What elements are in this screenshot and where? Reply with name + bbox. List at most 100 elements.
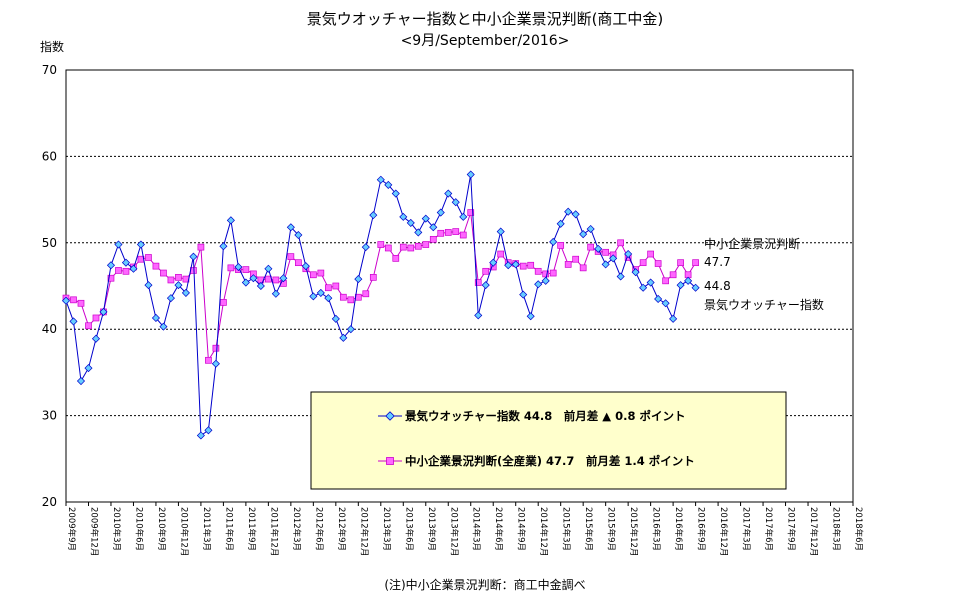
data-point-watcher-58 <box>496 227 505 236</box>
data-point-sme-52 <box>452 228 460 235</box>
data-point-sme-34 <box>317 269 325 277</box>
data-point-watcher-33 <box>309 292 318 301</box>
data-point-watcher-34 <box>316 288 325 297</box>
data-point-watcher-71 <box>594 244 603 253</box>
x-tick-label-4: 2010年9月 <box>156 507 167 551</box>
data-point-sme-20 <box>212 344 220 352</box>
x-tick-label-35: 2018年6月 <box>853 507 864 551</box>
data-point-sme-46 <box>407 244 415 252</box>
data-point-watcher-27 <box>264 264 273 273</box>
x-tick-label-3: 2010年6月 <box>133 507 144 551</box>
data-point-watcher-36 <box>331 314 340 323</box>
data-point-watcher-50 <box>436 208 445 217</box>
data-point-watcher-26 <box>256 281 265 291</box>
data-point-sme-8 <box>122 267 130 275</box>
data-point-watcher-15 <box>174 281 183 290</box>
data-point-sme-38 <box>347 296 355 304</box>
data-point-sme-15 <box>175 274 182 281</box>
data-point-sme-19 <box>205 356 212 364</box>
x-tick-label-6: 2011年3月 <box>201 507 212 551</box>
data-point-watcher-73 <box>609 254 618 263</box>
x-tick-label-1: 2009年12月 <box>88 507 99 556</box>
data-point-watcher-63 <box>534 280 543 289</box>
data-point-watcher-8 <box>121 258 130 267</box>
data-point-sme-49 <box>429 235 437 243</box>
data-point-watcher-82 <box>676 281 685 290</box>
data-point-watcher-45 <box>399 212 408 221</box>
x-tick-label-13: 2012年12月 <box>358 507 369 556</box>
legend-sme-marker <box>386 457 394 465</box>
data-point-watcher-29 <box>279 274 288 283</box>
data-point-sme-53 <box>459 231 467 239</box>
y-tick-label-50: 50 <box>42 236 57 250</box>
data-point-watcher-19 <box>204 426 213 435</box>
data-point-watcher-13 <box>159 322 168 331</box>
data-point-watcher-59 <box>504 261 513 270</box>
data-point-watcher-61 <box>519 290 528 299</box>
data-point-sme-43 <box>384 244 392 252</box>
data-point-watcher-18 <box>196 431 205 440</box>
x-tick-label-23: 2015年6月 <box>583 507 594 551</box>
data-point-watcher-10 <box>136 240 145 249</box>
data-point-watcher-69 <box>579 230 588 239</box>
x-tick-label-9: 2011年12月 <box>268 507 279 556</box>
data-point-watcher-81 <box>669 314 678 323</box>
x-tick-label-25: 2015年12月 <box>628 507 639 556</box>
data-point-watcher-62 <box>526 312 535 321</box>
data-point-watcher-39 <box>354 275 363 284</box>
data-point-sme-82 <box>677 259 684 267</box>
x-tick-label-28: 2016年9月 <box>696 507 707 551</box>
x-axis-ticks: 2009年9月 2009年12月 2010年3月 2010年6月 2010年9月 2010… <box>65 502 864 556</box>
data-point-watcher-54 <box>466 170 475 179</box>
data-point-watcher-56 <box>481 281 490 290</box>
x-tick-label-15: 2013年6月 <box>403 507 414 551</box>
data-point-watcher-74 <box>616 272 625 281</box>
x-tick-label-21: 2014年12月 <box>538 507 549 556</box>
data-point-sme-67 <box>564 261 572 268</box>
data-point-sme-77 <box>639 259 647 267</box>
data-point-watcher-38 <box>346 325 355 334</box>
data-point-watcher-7 <box>114 240 123 249</box>
data-point-watcher-46 <box>406 218 415 227</box>
data-point-sme-51 <box>444 229 452 236</box>
data-point-watcher-32 <box>301 262 310 271</box>
data-point-watcher-30 <box>286 223 295 232</box>
y-tick-label-70: 70 <box>42 63 57 77</box>
data-point-watcher-0 <box>61 296 71 305</box>
data-point-watcher-57 <box>489 258 498 267</box>
data-point-sme-24 <box>242 266 250 273</box>
data-point-sme-81 <box>669 271 677 279</box>
annotation-watcher-name: 景気ウオッチャー指数 <box>704 297 824 312</box>
data-point-watcher-76 <box>631 268 640 277</box>
data-point-watcher-11 <box>144 281 153 290</box>
data-point-watcher-72 <box>601 260 610 269</box>
footnote: (注)中小企業景況判断：商工中金調べ <box>384 578 586 592</box>
x-tick-label-19: 2014年6月 <box>493 507 504 551</box>
data-point-watcher-6 <box>106 261 116 270</box>
data-point-watcher-21 <box>219 242 228 251</box>
data-point-sme-12 <box>152 262 160 270</box>
data-point-watcher-70 <box>586 224 595 234</box>
data-point-sme-78 <box>647 250 654 258</box>
annotation-sme-name: 中小企業景況判断 <box>704 236 800 251</box>
data-point-watcher-83 <box>684 276 693 285</box>
legend-box <box>310 391 787 490</box>
data-point-sme-36 <box>332 282 340 290</box>
data-point-watcher-5 <box>99 307 108 316</box>
y-tick-label-20: 20 <box>42 495 57 509</box>
data-point-watcher-79 <box>654 294 663 303</box>
x-tick-label-0: 2009年9月 <box>66 507 77 551</box>
data-point-watcher-68 <box>571 210 580 219</box>
data-point-watcher-25 <box>249 274 258 283</box>
series-watcher <box>61 170 700 440</box>
data-point-sme-48 <box>422 241 430 248</box>
x-tick-label-33: 2017年12月 <box>808 507 819 556</box>
data-point-sme-14 <box>167 276 175 284</box>
data-point-sme-61 <box>519 262 527 270</box>
annotation-sme-value: 47.7 <box>704 255 731 269</box>
x-tick-label-12: 2012年9月 <box>336 507 347 551</box>
x-tick-label-14: 2013年3月 <box>381 507 392 551</box>
x-tick-label-17: 2013年12月 <box>448 507 459 556</box>
data-point-sme-69 <box>579 264 587 272</box>
x-tick-label-11: 2012年6月 <box>313 507 324 551</box>
